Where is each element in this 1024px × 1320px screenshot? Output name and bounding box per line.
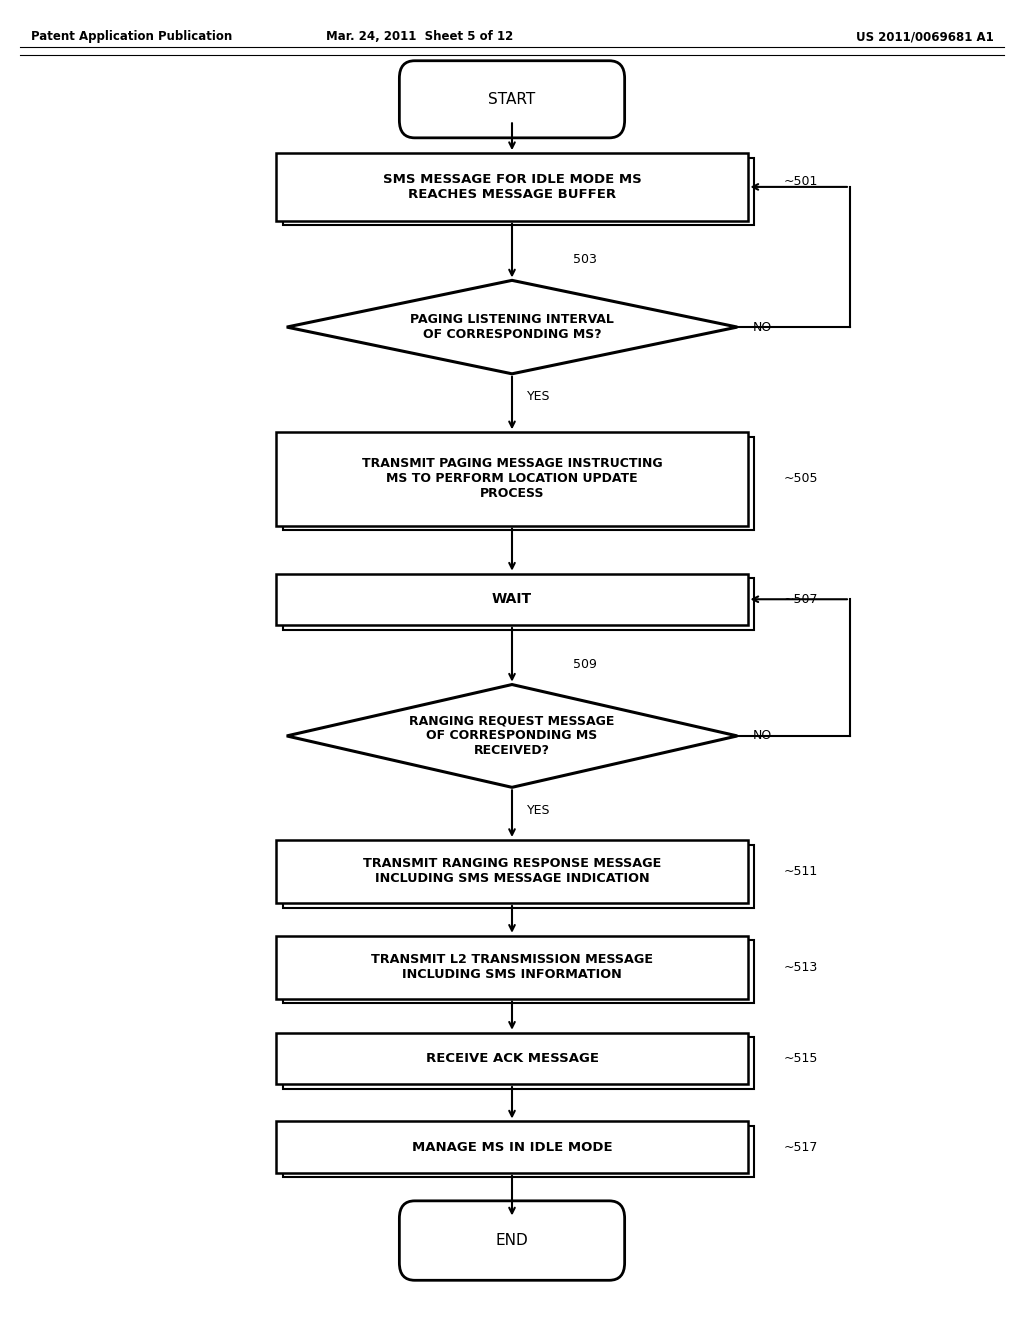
Text: ~515: ~515 [783, 1052, 818, 1065]
Bar [283, 845, 754, 908]
Text: WAIT: WAIT [492, 593, 532, 606]
Text: ~505: ~505 [783, 473, 818, 486]
Text: SMS MESSAGE FOR IDLE MODE MS
REACHES MESSAGE BUFFER: SMS MESSAGE FOR IDLE MODE MS REACHES MES… [383, 173, 641, 201]
Bar [276, 1032, 748, 1084]
Text: YES: YES [527, 804, 551, 817]
Bar [283, 1126, 754, 1177]
Bar [276, 574, 748, 624]
Text: 509: 509 [573, 657, 597, 671]
Text: Patent Application Publication: Patent Application Publication [31, 30, 232, 44]
Bar [283, 1038, 754, 1089]
Text: START: START [488, 92, 536, 107]
Bar [283, 940, 754, 1003]
Text: ~513: ~513 [783, 961, 817, 974]
Text: ~517: ~517 [783, 1140, 818, 1154]
Polygon shape [287, 280, 737, 374]
Text: US 2011/0069681 A1: US 2011/0069681 A1 [855, 30, 993, 44]
Text: TRANSMIT RANGING RESPONSE MESSAGE
INCLUDING SMS MESSAGE INDICATION: TRANSMIT RANGING RESPONSE MESSAGE INCLUD… [362, 858, 662, 886]
Polygon shape [287, 685, 737, 787]
Bar [276, 432, 748, 525]
Text: NO: NO [753, 321, 772, 334]
Bar [276, 936, 748, 999]
Bar [276, 153, 748, 220]
Text: RANGING REQUEST MESSAGE
OF CORRESPONDING MS
RECEIVED?: RANGING REQUEST MESSAGE OF CORRESPONDING… [410, 714, 614, 758]
Text: ~511: ~511 [783, 865, 817, 878]
Bar [276, 840, 748, 903]
Text: ~507: ~507 [783, 593, 818, 606]
Text: YES: YES [527, 391, 551, 403]
Bar [276, 1122, 748, 1172]
Text: Mar. 24, 2011  Sheet 5 of 12: Mar. 24, 2011 Sheet 5 of 12 [327, 30, 513, 44]
Text: RECEIVE ACK MESSAGE: RECEIVE ACK MESSAGE [426, 1052, 598, 1065]
Text: PAGING LISTENING INTERVAL
OF CORRESPONDING MS?: PAGING LISTENING INTERVAL OF CORRESPONDI… [410, 313, 614, 341]
Text: END: END [496, 1233, 528, 1249]
FancyBboxPatch shape [399, 1201, 625, 1280]
Bar [283, 578, 754, 630]
Text: ~501: ~501 [783, 174, 818, 187]
Text: NO: NO [753, 730, 772, 742]
Text: TRANSMIT L2 TRANSMISSION MESSAGE
INCLUDING SMS INFORMATION: TRANSMIT L2 TRANSMISSION MESSAGE INCLUDI… [371, 953, 653, 981]
Bar [283, 437, 754, 531]
FancyBboxPatch shape [399, 61, 625, 137]
Text: 503: 503 [573, 253, 597, 267]
Text: TRANSMIT PAGING MESSAGE INSTRUCTING
MS TO PERFORM LOCATION UPDATE
PROCESS: TRANSMIT PAGING MESSAGE INSTRUCTING MS T… [361, 458, 663, 500]
Text: MANAGE MS IN IDLE MODE: MANAGE MS IN IDLE MODE [412, 1140, 612, 1154]
Bar [283, 157, 754, 226]
